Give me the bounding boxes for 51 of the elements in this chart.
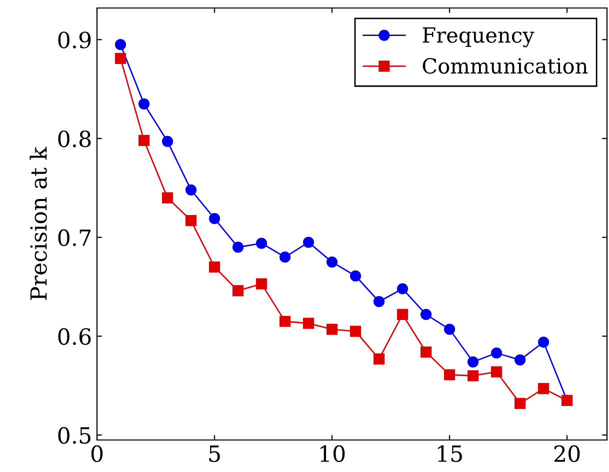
- x-tick-label: 0: [91, 445, 103, 462]
- point: [350, 270, 362, 282]
- point: [232, 242, 244, 253]
- point: [114, 39, 126, 50]
- point: [490, 347, 502, 359]
- legend-label: Communication: [422, 58, 588, 74]
- point: [256, 238, 268, 249]
- point: [396, 283, 408, 294]
- point: [185, 214, 197, 226]
- point: [138, 134, 150, 146]
- legend-label: Frequency: [422, 27, 534, 48]
- y-tick-label: 0.8: [58, 130, 91, 148]
- point: [444, 369, 456, 380]
- point: [514, 398, 526, 409]
- point: [396, 308, 408, 320]
- point: [538, 336, 550, 348]
- y-tick-label: 0.5: [58, 427, 90, 444]
- point: [302, 318, 314, 329]
- point: [232, 285, 244, 296]
- point: [326, 324, 338, 335]
- point: [208, 261, 220, 273]
- y-tick-label: 0.7: [58, 229, 91, 246]
- point: [138, 98, 150, 110]
- point: [208, 213, 220, 224]
- point: [302, 236, 314, 248]
- point: [514, 354, 526, 366]
- point: [467, 356, 479, 368]
- point: [420, 308, 432, 320]
- point: [373, 353, 385, 364]
- x-tick-label: 15: [438, 445, 462, 462]
- point: [256, 278, 268, 290]
- point: [467, 370, 479, 382]
- y-axis-title: Precision at k: [30, 146, 47, 300]
- point: [538, 383, 550, 394]
- point: [326, 256, 338, 268]
- x-tick-label: 5: [209, 446, 220, 462]
- point: [185, 184, 197, 196]
- point: [490, 366, 502, 378]
- point: [373, 296, 385, 308]
- point: [350, 326, 362, 337]
- point: [420, 346, 432, 358]
- x-tick-label: 20: [554, 445, 580, 462]
- y-tick-label: 0.9: [58, 32, 91, 48]
- point: [444, 324, 456, 335]
- y-tick-label: 0.6: [58, 328, 91, 345]
- point: [279, 316, 291, 327]
- point: [162, 192, 174, 204]
- point: [114, 52, 126, 64]
- point: [279, 252, 291, 263]
- point: [162, 136, 174, 148]
- x-tick-label: 10: [320, 445, 345, 462]
